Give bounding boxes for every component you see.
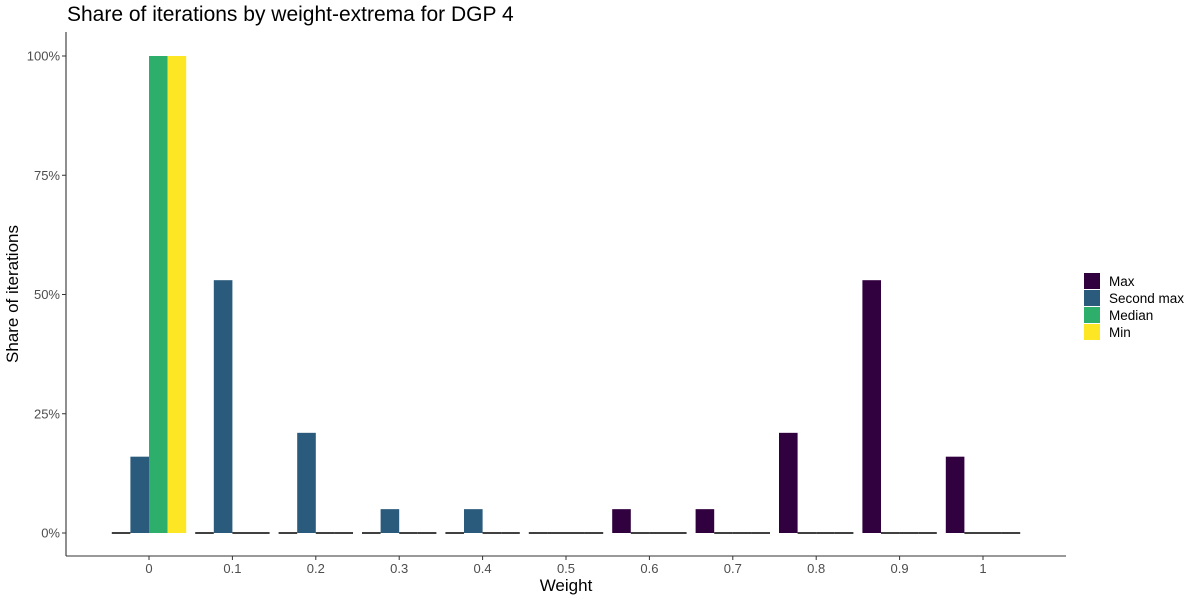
legend-label: Median	[1109, 308, 1153, 323]
legend-key	[1084, 290, 1100, 306]
legend-key	[1084, 307, 1100, 323]
x-tick-label: 0.6	[640, 561, 658, 576]
legend-key	[1084, 324, 1100, 340]
y-tick-label: 50%	[34, 287, 60, 302]
bar	[167, 56, 187, 533]
y-axis-title: Share of iterations	[3, 225, 22, 363]
x-tick-label: 0.8	[807, 561, 825, 576]
x-tick-label: 0.3	[390, 561, 408, 576]
x-tick-label: 0.1	[223, 561, 241, 576]
legend-label: Second max	[1109, 291, 1184, 306]
bar	[612, 509, 631, 533]
bar	[380, 509, 400, 533]
legend-label: Max	[1109, 274, 1135, 289]
x-tick-label: 0.4	[474, 561, 492, 576]
x-tick-label: 0.9	[891, 561, 909, 576]
y-tick-label: 0%	[41, 526, 60, 541]
x-tick-label: 0.7	[724, 561, 742, 576]
y-tick-label: 25%	[34, 406, 60, 421]
legend-key	[1084, 273, 1100, 289]
x-tick-label: 0	[145, 561, 152, 576]
x-tick-label: 0.5	[557, 561, 575, 576]
bar	[297, 432, 316, 533]
x-tick-label: 1	[979, 561, 986, 576]
bar	[149, 56, 168, 533]
chart-title: Share of iterations by weight-extrema fo…	[67, 3, 514, 26]
bar	[945, 456, 965, 533]
bar	[779, 432, 798, 533]
bar	[862, 280, 881, 533]
bar	[695, 509, 715, 533]
bar	[130, 456, 149, 533]
y-tick-label: 75%	[34, 168, 60, 183]
x-tick-label: 0.2	[307, 561, 325, 576]
x-axis-title: Weight	[540, 576, 593, 595]
bar	[213, 280, 233, 533]
legend: Max Second max Median Min	[1084, 273, 1184, 340]
legend-label: Min	[1109, 325, 1131, 340]
plot-area: 0% 25% 50% 75% 100% 0 0.1 0.2 0.3 0.4 0.5 0.6 0.7 0.8…	[27, 32, 1066, 576]
bar	[464, 509, 483, 533]
y-tick-label: 100%	[27, 49, 61, 64]
